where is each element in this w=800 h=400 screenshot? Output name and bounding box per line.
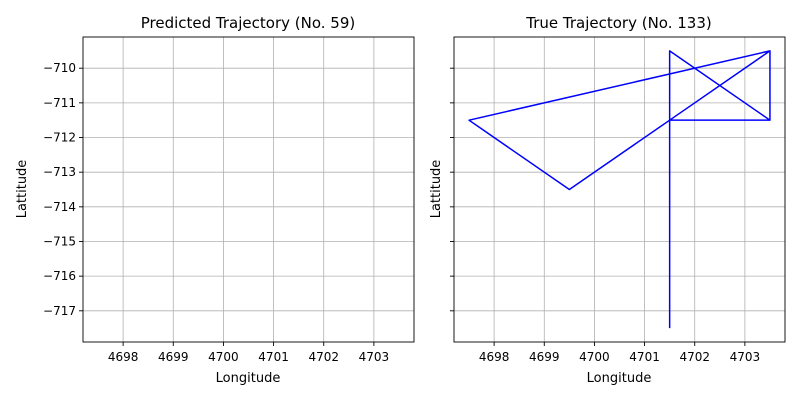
chart-title: True Trajectory (No. 133) [525,14,711,32]
x-tick-label: 4699 [529,350,560,364]
x-tick-label: 4701 [629,350,660,364]
x-tick-label: 4699 [158,350,189,364]
x-tick-label: 4702 [308,350,339,364]
x-tick-label: 4703 [730,350,761,364]
y-tick-label: −715 [43,234,76,248]
y-tick-label: −712 [43,131,76,145]
chart-title: Predicted Trajectory (No. 59) [141,14,355,32]
y-axis-label: Lattitude [429,160,444,219]
y-axis-label: Lattitude [15,160,30,219]
x-tick-label: 4700 [208,350,239,364]
y-tick-label: −711 [43,96,76,110]
y-tick-label: −716 [43,269,76,283]
y-tick-label: −714 [43,200,76,214]
x-axis-label: Longitude [216,371,281,386]
x-axis-label: Longitude [587,371,652,386]
y-tick-label: −710 [43,61,76,75]
x-tick-label: 4703 [359,350,390,364]
axes-frame [82,36,415,343]
x-tick-label: 4700 [579,350,610,364]
axes-frame [453,36,786,343]
y-tick-label: −717 [43,304,76,318]
x-tick-label: 4701 [258,350,289,364]
x-tick-label: 4702 [679,350,710,364]
true-trajectory-panel: True Trajectory (No. 133) Longitude Latt… [429,14,786,386]
predicted-trajectory-panel: Predicted Trajectory (No. 59) Longitude … [15,14,415,386]
x-tick-label: 4698 [479,350,510,364]
trajectory-line [468,50,771,329]
x-tick-label: 4698 [108,350,139,364]
y-tick-label: −713 [43,165,76,179]
